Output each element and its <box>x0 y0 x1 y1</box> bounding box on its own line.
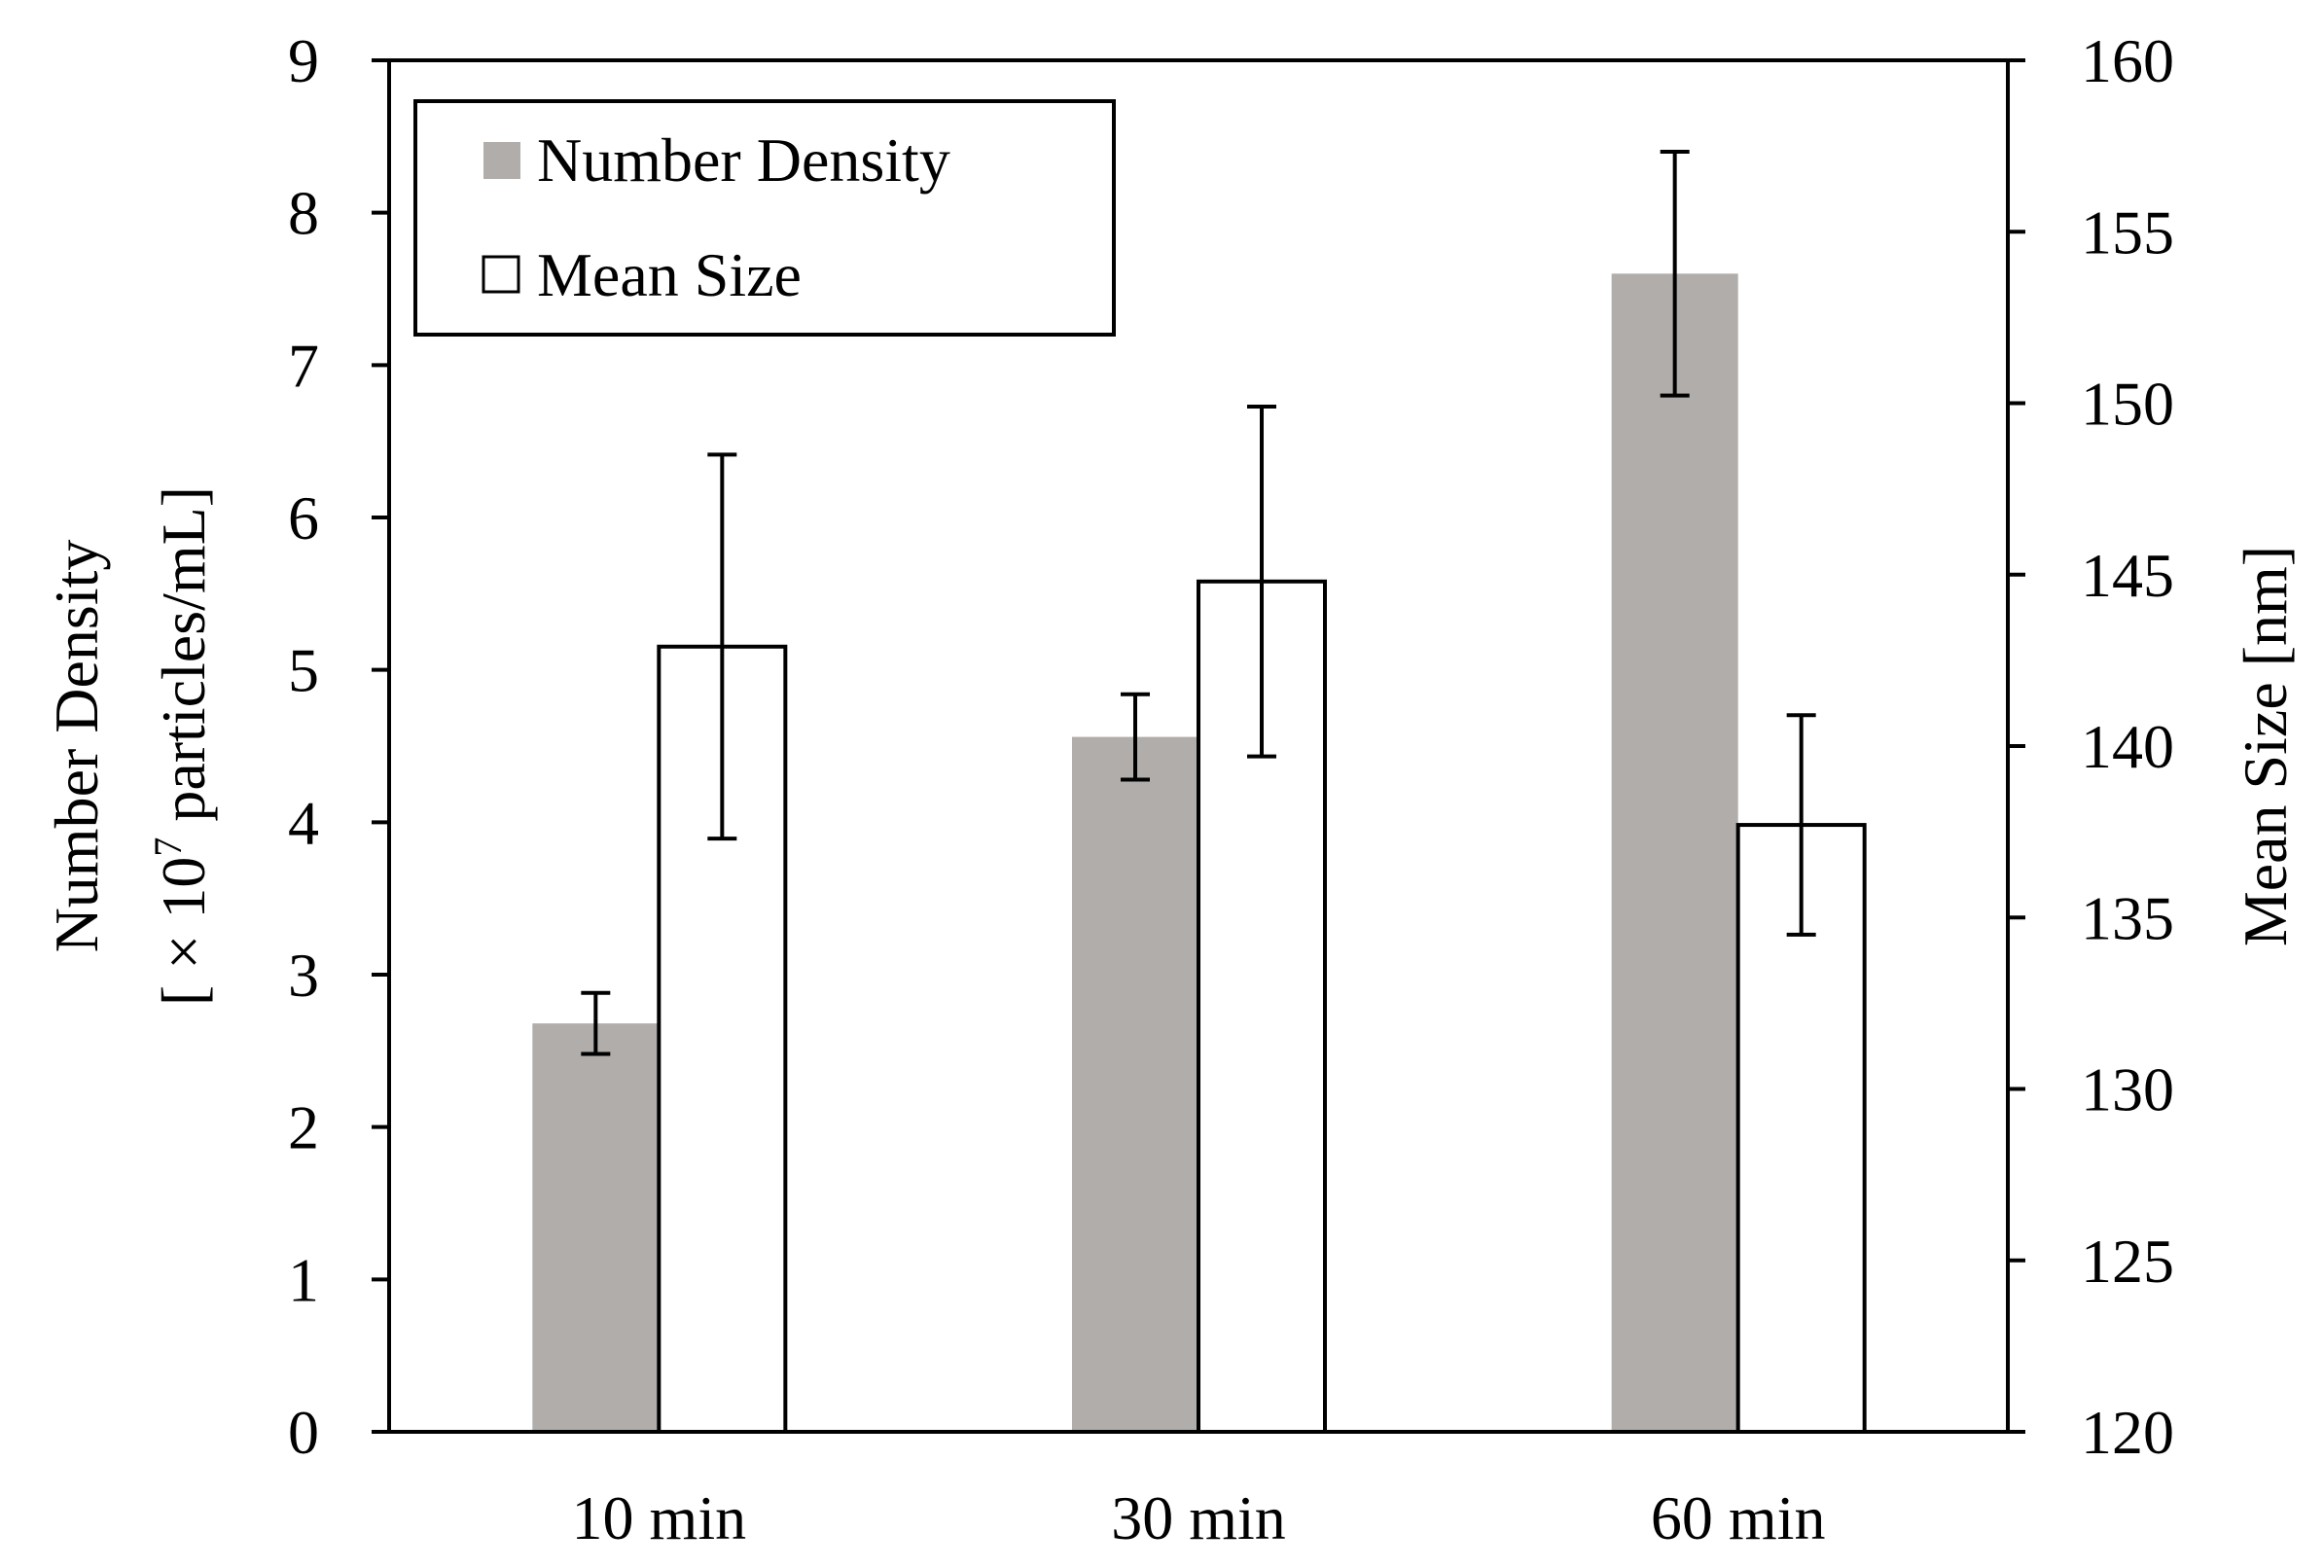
right-tick-label: 150 <box>2081 370 2174 439</box>
legend-swatch-number-density <box>483 142 520 179</box>
right-axis-ticks: 120 125 130 135 140 145 150 155 160 <box>2008 26 2174 1467</box>
left-axis-title-line2: [ × 107 particles/mL] <box>146 486 218 1006</box>
left-tick-label: 5 <box>288 636 319 705</box>
right-tick-label: 140 <box>2081 712 2174 781</box>
legend: Number Density Mean Size <box>413 99 1116 337</box>
left-axis-subtitle: [ × 107 particles/mL] <box>146 486 218 1006</box>
errorbars-layer <box>581 150 1816 1056</box>
legend-label-mean-size: Mean Size <box>537 240 802 309</box>
left-tick-label: 3 <box>288 941 319 1010</box>
right-tick-label: 135 <box>2081 883 2174 952</box>
right-axis-title: Mean Size [nm] <box>2231 546 2300 946</box>
left-tick-label: 4 <box>288 788 319 857</box>
x-axis-labels: 10 min 30 min 60 min <box>572 1483 1826 1552</box>
left-axis-title-suffix: particles/mL] <box>149 486 218 837</box>
left-axis-title-line1: Number Density <box>42 540 111 953</box>
left-axis-title-prefix: [ × 10 <box>149 857 218 1006</box>
bar-number-density <box>1072 736 1198 1432</box>
left-axis-title: Number Density <box>42 540 111 953</box>
left-axis-ticks: 0 1 2 3 4 5 6 7 8 9 <box>288 26 389 1467</box>
legend-swatch-mean-size <box>482 255 520 294</box>
x-tick-label: 30 min <box>1111 1483 1286 1552</box>
left-tick-label: 8 <box>288 179 319 248</box>
left-tick-label: 9 <box>288 26 319 95</box>
left-tick-label: 6 <box>288 483 319 552</box>
right-axis-title-text: Mean Size [nm] <box>2231 546 2300 946</box>
bar-number-density <box>532 1023 660 1432</box>
right-tick-label: 130 <box>2081 1055 2174 1124</box>
right-tick-label: 120 <box>2081 1398 2174 1467</box>
legend-label-number-density: Number Density <box>537 125 950 195</box>
left-tick-label: 2 <box>288 1093 319 1162</box>
x-tick-label: 60 min <box>1651 1483 1826 1552</box>
right-tick-label: 145 <box>2081 541 2174 610</box>
right-tick-label: 125 <box>2081 1227 2174 1296</box>
right-tick-label: 155 <box>2081 197 2174 267</box>
bar-number-density <box>1611 273 1738 1432</box>
right-tick-label: 160 <box>2081 26 2174 95</box>
left-axis-title-exponent: 7 <box>146 837 190 857</box>
left-tick-label: 7 <box>288 331 319 400</box>
left-tick-label: 1 <box>288 1245 319 1314</box>
x-tick-label: 10 min <box>572 1483 747 1552</box>
legend-box <box>413 99 1116 337</box>
left-tick-label: 0 <box>288 1398 319 1467</box>
